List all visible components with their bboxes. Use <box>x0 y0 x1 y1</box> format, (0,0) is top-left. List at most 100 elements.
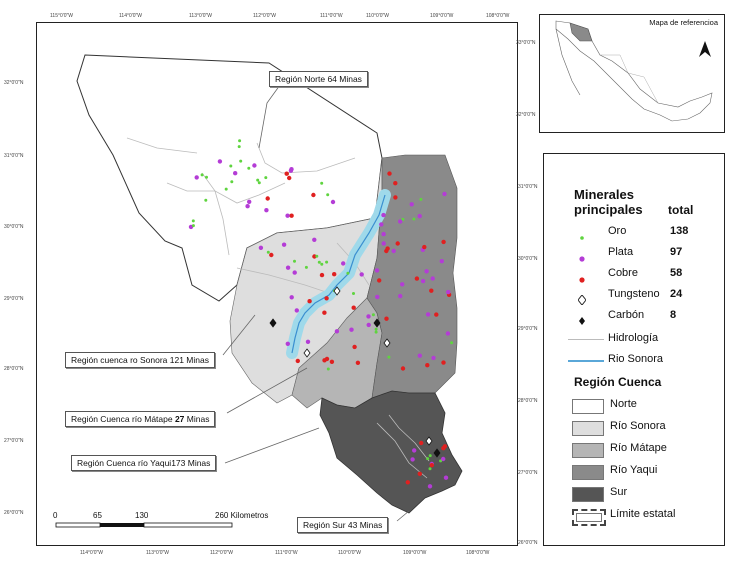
mine-point <box>204 198 208 202</box>
mine-point <box>355 360 361 365</box>
mine-point <box>374 330 378 334</box>
callout-region-sur: Región Sur 43 Minas <box>297 517 389 533</box>
inset-title: Mapa de referencioa <box>649 18 718 27</box>
region-sur[interactable] <box>319 390 463 514</box>
scale-label-260: 260 Kilometros <box>215 511 269 520</box>
legend-symbol-carbón <box>578 313 586 325</box>
mine-point <box>428 454 432 458</box>
mine-point <box>352 292 355 295</box>
callout-matape-prefix: Región Cuenca río Mátape <box>71 414 175 424</box>
tick-bottom-4: 110°0'0"W <box>338 550 361 556</box>
tick-left-3: 29°0'0"N <box>4 296 24 302</box>
north-arrow-icon <box>698 41 712 57</box>
mine-point <box>381 212 386 218</box>
mine-point <box>191 219 195 223</box>
mine-point <box>434 312 439 317</box>
mine-point <box>285 265 291 270</box>
mine-point <box>245 204 250 209</box>
legend-line-label-0: Hidrología <box>608 332 659 344</box>
tick-bottom-2: 112°0'0"W <box>210 550 233 556</box>
main-map-svg[interactable] <box>37 23 517 545</box>
mine-point <box>256 178 260 182</box>
legend-line-label-1: Rio Sonora <box>608 353 664 365</box>
legend-region-label-1: Río Sonora <box>610 420 666 432</box>
inset-tick-1: 32°0'0"N <box>516 112 536 118</box>
mine-point <box>395 241 400 246</box>
mine-point <box>289 295 294 300</box>
mine-point <box>442 444 448 449</box>
tungsten-mine-point <box>425 436 433 446</box>
callout-region-norte: Región Norte 64 Minas <box>269 71 368 87</box>
tick-left-0: 32°0'0"N <box>4 80 24 86</box>
tick-left-1: 31°0'0"N <box>4 153 24 159</box>
mine-point <box>285 213 290 218</box>
mine-point <box>375 294 380 300</box>
mine-point <box>319 272 325 278</box>
mine-point <box>431 355 436 361</box>
mine-point <box>322 310 327 315</box>
mine-point <box>417 471 422 476</box>
tick-top-4: 111°0'0"W <box>320 13 343 19</box>
mine-point <box>233 171 238 176</box>
legend-label-plata: Plata <box>608 246 634 258</box>
mine-point <box>247 166 251 170</box>
legend-swatch-2 <box>572 443 604 458</box>
mine-point <box>324 296 329 301</box>
legend-heading-line1: Minerales <box>574 187 634 202</box>
mine-point <box>322 358 327 363</box>
legend-total-plata: 97 <box>670 246 683 258</box>
inset-mexico-outline <box>555 20 713 122</box>
mine-point <box>346 271 350 275</box>
tick-left-5: 27°0'0"N <box>4 438 24 444</box>
mine-point <box>237 145 241 149</box>
mine-point <box>377 278 382 283</box>
tick-left-6: 26°0'0"N <box>4 510 24 516</box>
mine-point <box>428 467 432 471</box>
mine-point <box>379 222 384 227</box>
mine-point <box>387 171 392 176</box>
legend-heading-line2: principales <box>574 202 643 217</box>
mine-point <box>326 193 330 197</box>
mine-point <box>441 239 446 245</box>
mine-point <box>295 358 300 364</box>
legend-swatch-5 <box>572 509 606 526</box>
mine-point <box>450 341 454 345</box>
legend-region-label-5: Límite estatal <box>610 508 676 520</box>
tick-top-0: 115°0'0"W <box>50 13 73 19</box>
mine-point <box>441 456 446 462</box>
legend-line-1 <box>568 360 604 362</box>
region-norte[interactable] <box>76 54 383 302</box>
legend-swatch-4 <box>572 487 604 502</box>
mine-point <box>312 237 317 242</box>
callout-matape-suffix: Minas <box>184 414 210 424</box>
mine-point <box>305 339 311 344</box>
mine-point <box>414 276 420 281</box>
mine-point <box>307 299 312 304</box>
legend-line-0 <box>568 339 604 340</box>
mine-point <box>393 195 398 200</box>
mine-point <box>258 245 264 250</box>
legend-symbol-oro <box>578 229 586 240</box>
legend-region-label-4: Sur <box>610 486 628 498</box>
tick-top-2: 113°0'0"W <box>189 13 212 19</box>
mine-point <box>443 475 449 480</box>
mine-point <box>429 288 434 293</box>
legend-label-carbón: Carbón <box>608 309 645 321</box>
mine-point <box>366 314 371 319</box>
mine-point <box>269 252 274 258</box>
legend-swatch-3 <box>572 465 604 480</box>
mine-point <box>200 173 204 177</box>
mine-point <box>425 363 430 368</box>
tick-left-4: 28°0'0"N <box>4 366 24 372</box>
carbon-mine-point <box>373 318 381 328</box>
tick-bottom-5: 109°0'0"W <box>403 550 427 556</box>
mine-point <box>441 360 446 365</box>
legend-label-oro: Oro <box>608 225 627 237</box>
mine-point <box>445 331 451 336</box>
scale-bar <box>55 522 233 528</box>
mine-point <box>247 199 252 204</box>
mine-point <box>391 248 396 254</box>
tick-right-3: 28°0'0"N <box>518 398 538 404</box>
mine-point <box>320 181 324 185</box>
tick-top-3: 112°0'0"W <box>253 13 276 19</box>
